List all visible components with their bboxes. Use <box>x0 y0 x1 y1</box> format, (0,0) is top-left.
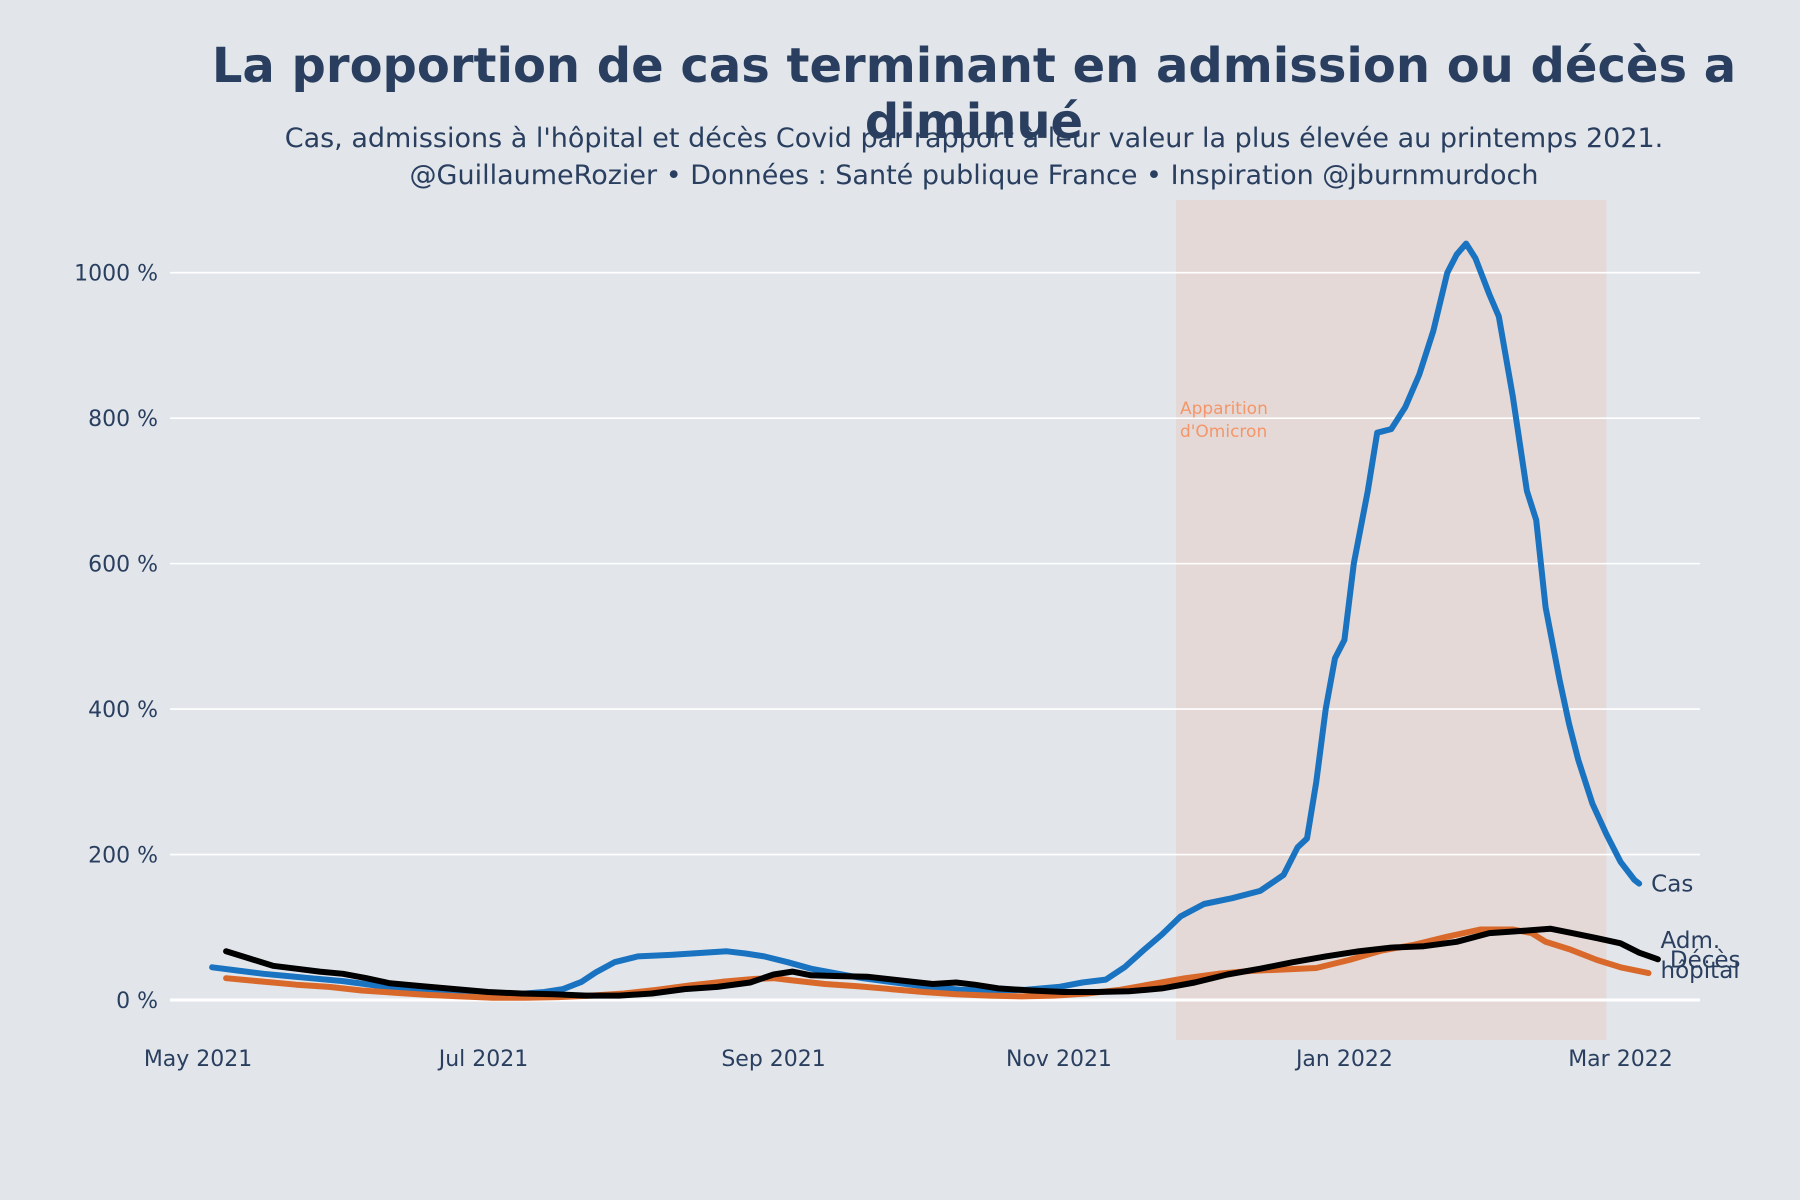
series-line-1 <box>223 926 1652 1001</box>
y-tick-label: 0 % <box>116 989 158 1014</box>
x-tick-label: Jul 2021 <box>437 1047 529 1072</box>
subtitle-line-2: @GuillaumeRozier • Données : Santé publi… <box>409 160 1539 191</box>
x-tick-label: Jan 2022 <box>1294 1047 1393 1072</box>
annotation-omicron: d'Omicron <box>1180 422 1267 442</box>
series-label-2: Décès <box>1670 947 1741 973</box>
chart-subtitle: Cas, admissions à l'hôpital et décès Cov… <box>0 120 1800 194</box>
x-tick-label: Mar 2022 <box>1568 1047 1673 1072</box>
series-line-2 <box>223 925 1661 999</box>
series-label-1: hôpital <box>1661 958 1740 984</box>
y-tick-label: 200 % <box>88 844 158 869</box>
series-label-0: Cas <box>1651 872 1693 898</box>
chart-title: La proportion de cas terminant en admiss… <box>211 38 1737 150</box>
series-label-1: Adm. <box>1661 928 1721 954</box>
subtitle-line-1: Cas, admissions à l'hôpital et décès Cov… <box>284 123 1664 154</box>
x-tick-label: Nov 2021 <box>1006 1047 1112 1072</box>
x-tick-label: May 2021 <box>144 1047 252 1072</box>
x-tick-label: Sep 2021 <box>721 1047 825 1072</box>
y-tick-label: 1000 % <box>74 262 158 287</box>
shaded-region-omicron <box>1175 200 1607 1040</box>
y-tick-label: 800 % <box>88 407 158 432</box>
y-tick-label: 600 % <box>88 553 158 578</box>
y-tick-label: 400 % <box>88 698 158 723</box>
annotation-omicron: Apparition <box>1180 399 1268 419</box>
